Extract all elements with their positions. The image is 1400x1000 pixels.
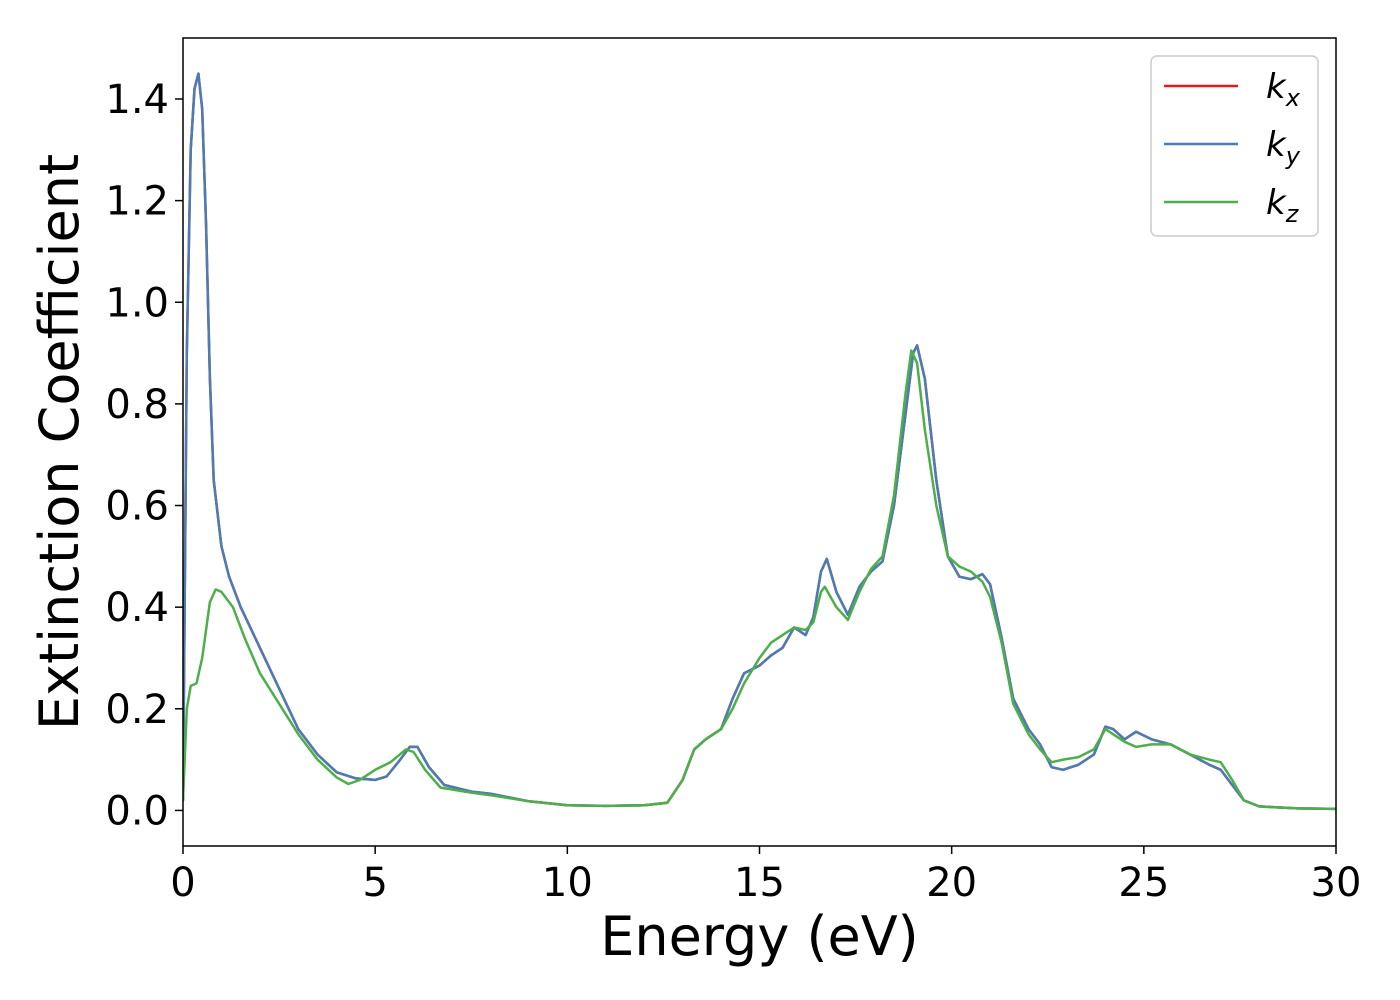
x-tick-label: 5 <box>362 860 387 906</box>
y-tick-label: 0.4 <box>105 585 169 631</box>
x-axis-ticks: 0 5 10 15 20 25 30 <box>170 846 1361 906</box>
y-tick-label: 1.2 <box>105 179 169 225</box>
y-tick-label: 0.0 <box>105 788 169 834</box>
y-tick-label: 0.8 <box>105 382 169 428</box>
y-tick-label: 0.2 <box>105 687 169 733</box>
x-tick-label: 10 <box>542 860 593 906</box>
x-tick-label: 20 <box>926 860 977 906</box>
x-axis-title: Energy (eV) <box>600 905 919 968</box>
x-tick-label: 25 <box>1118 860 1169 906</box>
legend-label-x: kx <box>1266 67 1301 112</box>
x-tick-label: 15 <box>734 860 785 906</box>
y-tick-label: 1.4 <box>105 77 169 123</box>
y-tick-label: 1.0 <box>105 280 169 326</box>
legend: kx ky kz <box>1150 55 1319 237</box>
legend-label-z: kz <box>1266 183 1300 228</box>
legend-label-y: ky <box>1266 125 1301 170</box>
series-line-z <box>183 349 1336 811</box>
x-tick-label: 30 <box>1311 860 1362 906</box>
x-tick-label: 0 <box>170 860 195 906</box>
legend-box <box>1150 55 1319 237</box>
series-line-y <box>183 72 1336 811</box>
y-tick-label: 0.6 <box>105 484 169 530</box>
y-axis-title: Extinction Coefficient <box>28 154 91 730</box>
y-axis-ticks: 0.0 0.2 0.4 0.6 0.8 1.0 1.2 1.4 <box>105 77 183 834</box>
plot-area <box>183 72 1336 811</box>
